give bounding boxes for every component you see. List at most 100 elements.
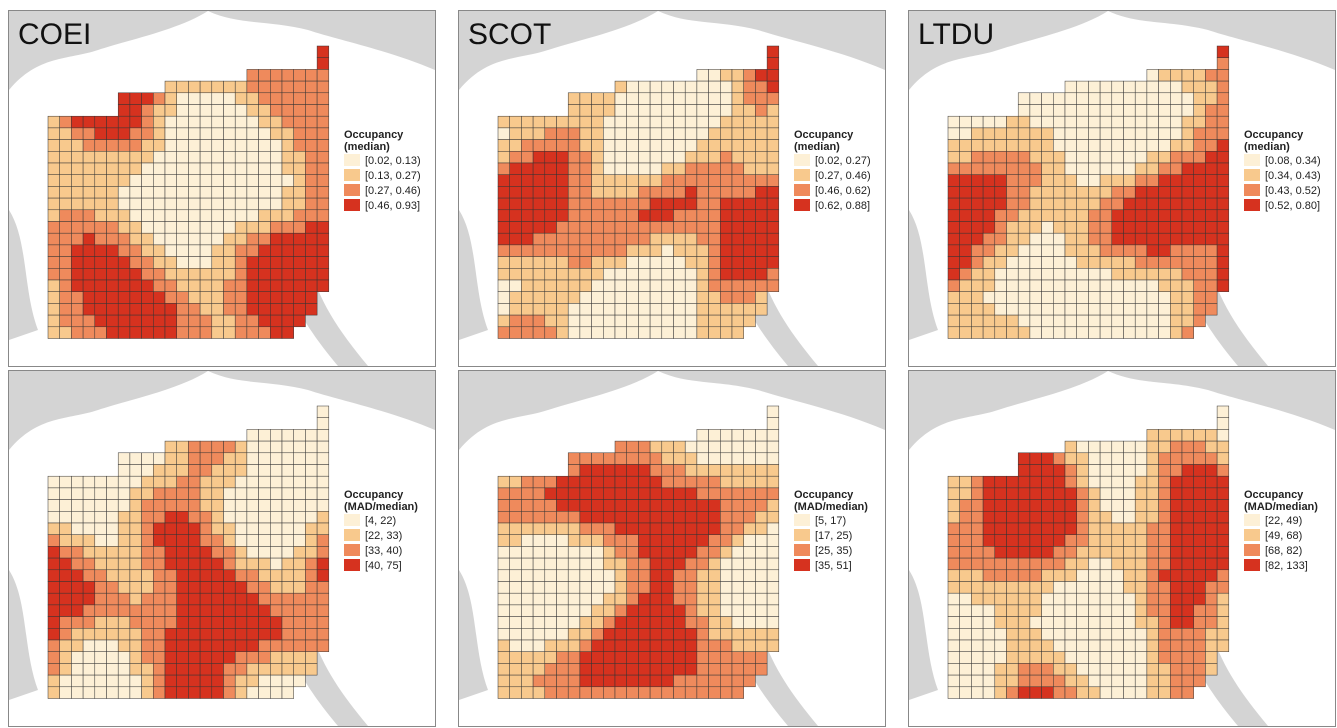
grid-cell <box>720 569 733 582</box>
grid-cell <box>591 546 604 559</box>
grid-cell <box>661 511 674 524</box>
grid-cell <box>129 464 142 477</box>
grid-cell <box>708 303 721 316</box>
grid-cell <box>766 499 780 512</box>
grid-cell <box>59 162 72 175</box>
grid-cell <box>1006 546 1019 559</box>
grid-cell <box>556 291 569 304</box>
grid-cell <box>94 557 107 571</box>
grid-cell <box>638 221 651 234</box>
grid-cell <box>532 115 546 129</box>
grid-cell <box>673 557 686 571</box>
grid-cell <box>1076 174 1089 187</box>
grid-cell <box>649 162 663 175</box>
grid-cell <box>129 499 142 512</box>
grid-cell <box>59 256 72 269</box>
grid-cell <box>1193 452 1206 465</box>
grid-cell <box>971 499 984 512</box>
grid-cell <box>1134 581 1148 594</box>
grid-cell <box>766 256 780 269</box>
grid-cell <box>1064 628 1077 641</box>
grid-cell <box>1216 221 1230 234</box>
grid-cell <box>1216 279 1230 292</box>
grid-cell <box>1205 92 1218 105</box>
grid-cell <box>673 511 686 524</box>
grid-cell <box>994 232 1007 246</box>
grid-cell <box>188 686 201 699</box>
grid-cell <box>176 268 189 281</box>
legend-title: Occupancy <box>1244 129 1304 141</box>
grid-cell <box>1006 326 1019 339</box>
grid-cell <box>199 639 213 652</box>
grid-cell <box>1158 197 1171 211</box>
grid-cell <box>223 628 236 641</box>
grid-cell <box>176 604 189 617</box>
grid-cell <box>316 162 330 175</box>
grid-cell <box>731 139 744 152</box>
grid-cell <box>626 651 639 664</box>
grid-cell <box>1205 440 1218 454</box>
grid-cell <box>270 522 283 535</box>
grid-cell <box>258 209 271 222</box>
grid-cell <box>94 186 107 199</box>
grid-cell <box>1076 268 1089 281</box>
grid-cell <box>743 440 756 454</box>
grid-cell <box>246 546 259 559</box>
grid-cell <box>982 522 996 535</box>
grid-cell <box>246 268 259 281</box>
grid-cell <box>1170 534 1183 547</box>
grid-cell <box>626 209 639 222</box>
grid-cell <box>293 499 306 512</box>
grid-cell <box>94 569 107 582</box>
grid-cell <box>497 639 510 652</box>
grid-cell <box>1088 80 1101 94</box>
grid-cell <box>1134 534 1148 547</box>
land <box>9 210 38 340</box>
grid-cell <box>1064 197 1077 211</box>
grid-cell <box>246 127 259 140</box>
grid-cell <box>59 127 72 140</box>
grid-cell <box>1193 115 1206 129</box>
grid-cell <box>316 464 330 477</box>
grid-cell <box>708 151 721 164</box>
grid-cell <box>661 522 674 535</box>
grid-cell <box>1193 127 1206 140</box>
grid-cell <box>47 674 60 688</box>
grid-cell <box>603 232 616 246</box>
grid-cell <box>1017 162 1031 175</box>
grid-cell <box>1099 127 1113 140</box>
grid-cell <box>579 197 592 211</box>
grid-cell <box>567 232 581 246</box>
grid-cell <box>1099 581 1113 594</box>
grid-cell <box>1029 256 1042 269</box>
legend-swatch <box>1244 544 1260 556</box>
grid-cell <box>316 268 330 281</box>
grid-cell <box>720 174 733 187</box>
grid-cell <box>1053 604 1066 617</box>
grid-cell <box>521 581 534 594</box>
grid-cell <box>708 80 721 94</box>
grid-cell <box>614 663 627 676</box>
grid-cell <box>1017 628 1031 641</box>
grid-cell <box>684 139 698 152</box>
grid-cell <box>649 115 663 129</box>
grid-cell <box>1006 522 1019 535</box>
grid-cell <box>959 674 972 688</box>
grid-cell <box>129 651 142 664</box>
grid-cell <box>1146 534 1159 547</box>
grid-cell <box>71 314 84 328</box>
grid-cell <box>188 244 201 257</box>
grid-cell <box>673 115 686 129</box>
grid-cell <box>1099 663 1113 676</box>
grid-cell <box>1134 268 1148 281</box>
grid-cell <box>673 221 686 234</box>
grid-cell <box>1123 92 1136 105</box>
grid-cell <box>743 244 756 257</box>
grid-cell <box>603 303 616 316</box>
grid-cell <box>626 616 639 629</box>
grid-cell <box>947 314 960 328</box>
grid-cell <box>270 139 283 152</box>
grid-cell <box>1099 639 1113 652</box>
grid-cell <box>708 326 721 339</box>
grid-cell <box>1064 256 1077 269</box>
